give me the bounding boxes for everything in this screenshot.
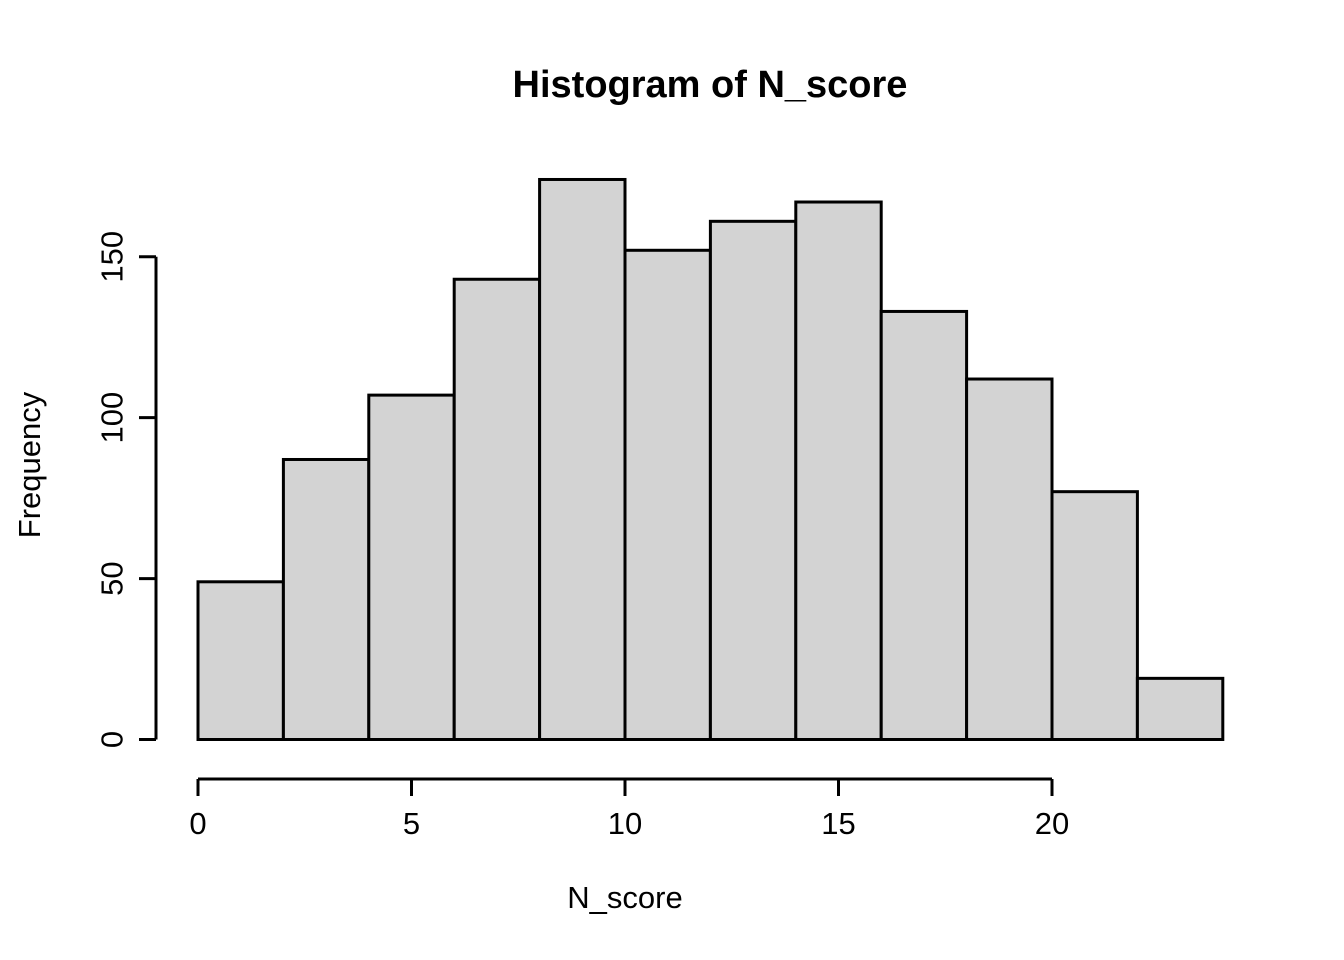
histogram-bar xyxy=(1050,490,1139,741)
x-axis-label: N_score xyxy=(567,880,682,915)
x-tick-label: 15 xyxy=(821,806,855,841)
histogram-bar xyxy=(367,393,456,741)
chart-title: Histogram of N_score xyxy=(513,64,908,106)
histogram-bar xyxy=(879,309,969,741)
histogram-bar xyxy=(281,457,371,741)
histogram-bar xyxy=(452,277,542,741)
histogram-bar xyxy=(965,377,1054,741)
y-tick-label: 100 xyxy=(95,392,130,444)
y-tick-label: 150 xyxy=(95,231,130,283)
histogram-bar xyxy=(708,219,798,742)
axes-group: 0 50 100 150 0 5 10 15 20 xyxy=(95,231,1070,841)
bars-group xyxy=(196,177,1225,742)
histogram-bar xyxy=(794,200,883,741)
y-axis-label: Frequency xyxy=(12,391,47,538)
x-tick-label: 5 xyxy=(403,806,420,841)
histogram-bar xyxy=(623,248,712,741)
histogram-bar xyxy=(538,177,627,741)
x-tick-label: 0 xyxy=(189,806,206,841)
x-tick-label: 20 xyxy=(1035,806,1069,841)
y-tick-label: 0 xyxy=(95,731,130,748)
histogram-bar xyxy=(1135,676,1225,742)
y-tick-label: 50 xyxy=(95,561,130,595)
histogram-bar xyxy=(196,580,285,742)
x-tick-label: 10 xyxy=(608,806,642,841)
